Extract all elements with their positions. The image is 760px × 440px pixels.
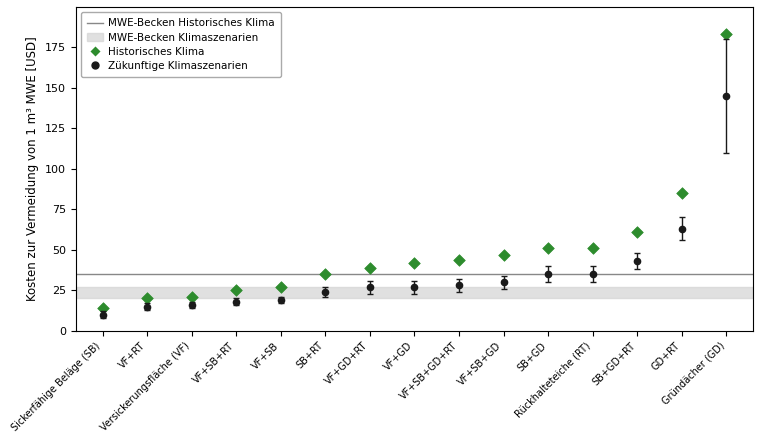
Point <box>720 31 733 38</box>
Point <box>230 287 242 294</box>
Point <box>141 295 154 302</box>
Point <box>319 271 331 278</box>
Bar <box>76 287 753 298</box>
Point <box>453 256 465 263</box>
Legend: MWE-Becken Historisches Klima, MWE-Becken Klimaszenarien, Historisches Klima, Zü: MWE-Becken Historisches Klima, MWE-Becke… <box>81 12 281 77</box>
Point <box>274 283 287 290</box>
Point <box>676 190 688 197</box>
Point <box>408 259 420 266</box>
Point <box>97 304 109 312</box>
Point <box>185 293 198 301</box>
Point <box>631 228 643 235</box>
Point <box>364 264 376 271</box>
Point <box>498 251 510 258</box>
Point <box>542 245 554 252</box>
Y-axis label: Kosten zur Vermeidung von 1 m³ MWE [USD]: Kosten zur Vermeidung von 1 m³ MWE [USD] <box>27 37 40 301</box>
Point <box>587 245 599 252</box>
